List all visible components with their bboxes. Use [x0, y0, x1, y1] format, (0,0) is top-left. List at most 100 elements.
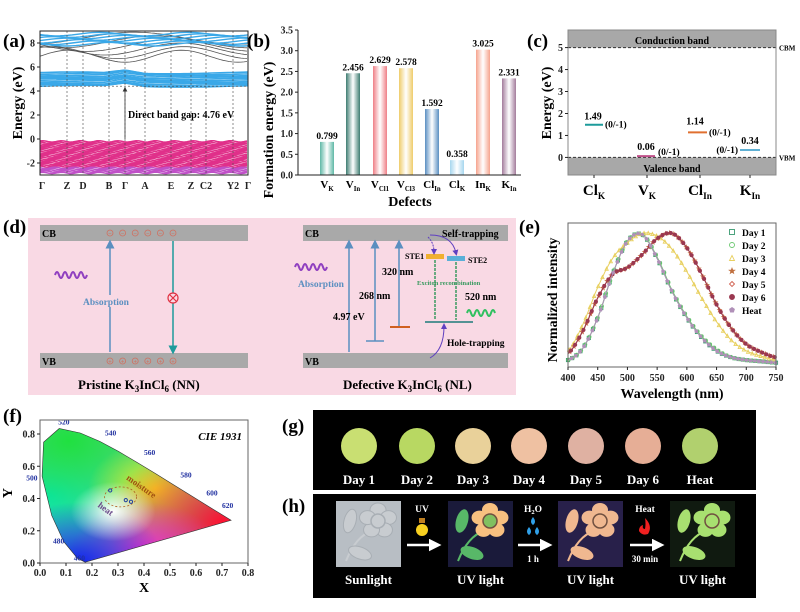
- flower-leaf: [565, 509, 579, 533]
- data-point: [735, 333, 740, 338]
- panel-label-c: (c): [527, 31, 548, 52]
- data-point: [573, 353, 578, 358]
- kpoint-label: Y2: [227, 181, 239, 192]
- data-point: [644, 236, 649, 241]
- data-point: [606, 277, 611, 282]
- data-point: [590, 328, 595, 333]
- data-point: [579, 324, 584, 329]
- level-value-label: 1.49: [584, 112, 602, 123]
- data-point: [702, 276, 707, 281]
- charge-sign: −: [159, 232, 163, 238]
- valence-band-label: Valence band: [643, 164, 701, 175]
- data-point: [604, 266, 609, 271]
- wavelength-320-label: 320 nm: [382, 267, 414, 278]
- transition-label: (0/-1): [605, 120, 627, 131]
- flower-leaf: [342, 508, 358, 534]
- data-point: [598, 291, 603, 296]
- data-point: [737, 344, 743, 349]
- data-point: [748, 358, 753, 363]
- flower-center: [370, 513, 386, 529]
- data-point: [764, 352, 769, 357]
- x-tick-label: 0.5: [164, 568, 177, 579]
- y-tick-label: 4: [558, 65, 563, 76]
- data-point: [685, 317, 691, 322]
- x-tick-label: 0.1: [60, 568, 73, 579]
- hole-trapping-arrow: [429, 323, 447, 359]
- charge-sign: −: [121, 232, 125, 238]
- bar: [450, 160, 464, 175]
- panel-label-b: (b): [247, 31, 270, 52]
- y-tick-label: 2: [558, 109, 563, 120]
- wavelength-268-label: 268 nm: [359, 291, 391, 302]
- electron-icon: [169, 229, 177, 237]
- hole-icon: [156, 357, 164, 365]
- level-value-label: 0.06: [637, 142, 655, 153]
- label-main: Cl: [423, 179, 434, 191]
- formation-energy-chart: 0.799VK2.456VIn2.629VCl12.578VCl31.592Cl…: [262, 26, 521, 210]
- data-point: [715, 349, 720, 353]
- valence-band-line: [40, 167, 248, 171]
- data-point: [714, 302, 719, 307]
- electron-icon: [144, 229, 152, 237]
- flower-photo: [448, 501, 513, 567]
- energy-497-label: 4.97 eV: [333, 312, 365, 323]
- data-point: [720, 328, 726, 333]
- y-tick-label: 1.5: [281, 108, 294, 119]
- data-point: [729, 229, 735, 235]
- label-sub: In: [703, 192, 713, 202]
- y-tick-label: 0.2: [23, 526, 36, 537]
- data-point: [589, 308, 594, 314]
- hole-icon: [131, 357, 139, 365]
- hole-icon: [119, 357, 126, 365]
- defective-cb-label: CB: [305, 229, 319, 240]
- data-point: [577, 349, 582, 354]
- self-trapping-arrow-2: [429, 234, 459, 256]
- bar: [425, 109, 439, 175]
- data-point: [665, 278, 670, 283]
- data-point: [728, 254, 736, 261]
- data-point: [677, 303, 682, 308]
- data-point: [712, 316, 718, 322]
- y-tick-label: 8: [30, 39, 35, 50]
- pristine-absorption-label: Absorption: [83, 298, 130, 308]
- conduction-band-label: Conduction band: [635, 36, 710, 47]
- flower-center: [592, 513, 608, 529]
- sample-photo: [568, 428, 604, 464]
- label-sub: K: [649, 192, 657, 202]
- flower-center: [704, 513, 720, 529]
- x-axis-label: X: [139, 581, 149, 596]
- data-point: [769, 360, 774, 365]
- excitation-light-wave-icon: [294, 263, 328, 271]
- defective-absorption-label: Absorption: [298, 280, 345, 290]
- panel-label-g: (g): [282, 416, 304, 437]
- defective-vb-band: [303, 353, 508, 368]
- sample-photo: [399, 428, 435, 464]
- label-sub: In: [510, 186, 517, 193]
- bar-value-label: 2.578: [395, 58, 417, 68]
- sample-photo: [625, 428, 661, 464]
- data-point: [602, 283, 607, 289]
- wavelength-label: 540: [105, 429, 117, 438]
- kpoint-label: A: [141, 181, 149, 192]
- data-point: [744, 357, 749, 362]
- valence-band-line: [40, 153, 248, 157]
- step-duration: 30 min: [632, 554, 658, 564]
- data-point: [668, 230, 673, 236]
- y-axis-label: Y: [1, 488, 16, 498]
- label-main: Cl: [449, 179, 460, 191]
- image-label: Sunlight: [345, 572, 393, 587]
- data-point: [749, 350, 755, 356]
- flower-center: [482, 513, 498, 529]
- y-tick-label: 2.5: [281, 67, 294, 78]
- data-point: [602, 294, 607, 299]
- plot-frame: [567, 29, 777, 176]
- charge-sign: +: [133, 360, 137, 366]
- data-point: [586, 336, 591, 341]
- wavelength-label: 560: [144, 448, 156, 457]
- valence-band-line: [40, 139, 248, 143]
- data-point: [612, 252, 618, 258]
- step-label: H2O: [524, 505, 542, 516]
- wavelength-label: 480: [53, 537, 65, 546]
- data-point: [627, 264, 632, 269]
